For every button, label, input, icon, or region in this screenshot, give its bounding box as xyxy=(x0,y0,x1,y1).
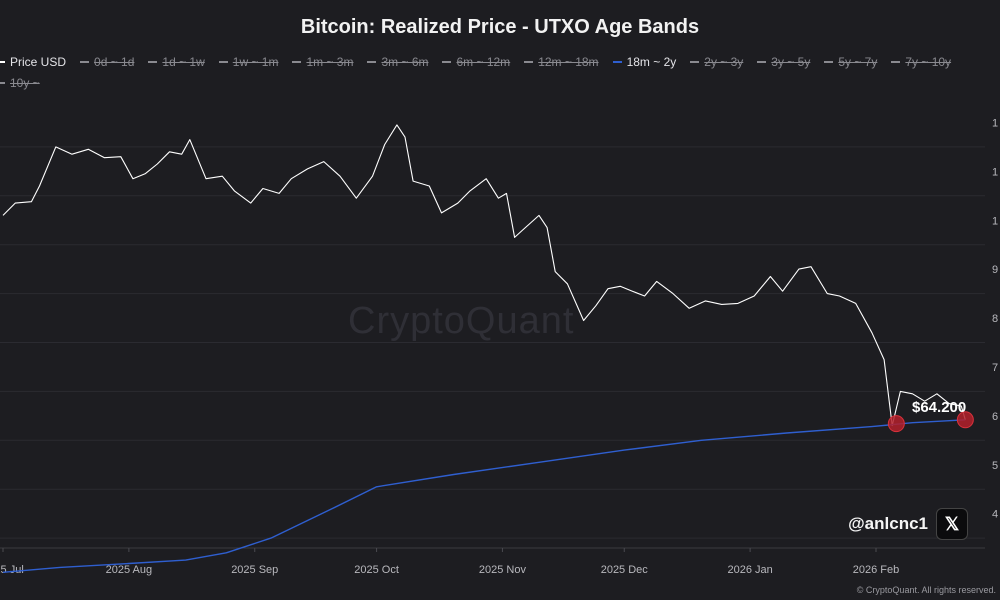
x-tick-label: 2026 Feb xyxy=(853,564,899,576)
legend-item[interactable]: 5y ~ 7y xyxy=(824,53,877,71)
legend-item[interactable]: 7y ~ 10y xyxy=(891,53,951,71)
legend-label: 1w ~ 1m xyxy=(232,55,279,69)
legend-item[interactable]: 6m ~ 12m xyxy=(442,53,510,71)
x-tick-label: 2025 Dec xyxy=(601,564,649,576)
chart-legend: Price USD 0d ~ 1d 1d ~ 1w 1w ~ 1m 1m ~ 3m 3m … xyxy=(0,50,1000,92)
y-tick-label: 1 xyxy=(992,166,998,178)
legend-item[interactable]: 3y ~ 5y xyxy=(757,53,810,71)
legend-item[interactable]: 3m ~ 6m xyxy=(367,53,428,71)
legend-swatch xyxy=(0,82,5,84)
x-tick-label: 2025 Aug xyxy=(106,564,153,576)
author-handle: @anlcnc1 xyxy=(848,514,928,533)
x-tick-label: 2025 Nov xyxy=(479,564,527,576)
legend-item[interactable]: 12m ~ 18m xyxy=(524,53,599,71)
legend-label: 5y ~ 7y xyxy=(838,55,878,69)
legend-label: 3y ~ 5y xyxy=(771,55,811,69)
y-tick-label: 5 xyxy=(992,460,998,472)
y-tick-label: 1 xyxy=(992,215,998,227)
x-tick-label: 2025 Jul xyxy=(0,564,24,576)
legend-swatch xyxy=(524,61,534,63)
legend-label: 1d ~ 1w xyxy=(162,55,205,69)
x-tick-label: 2025 Sep xyxy=(231,564,278,576)
legend-swatch xyxy=(367,61,377,63)
legend-item[interactable]: Price USD xyxy=(0,53,66,71)
legend-item[interactable]: 1m ~ 3m xyxy=(292,53,353,71)
highlight-marker xyxy=(887,415,905,433)
legend-swatch xyxy=(442,61,452,63)
legend-swatch xyxy=(612,61,622,63)
price-annotation: $64.200 xyxy=(912,399,967,416)
legend-swatch xyxy=(218,61,228,63)
legend-swatch xyxy=(292,61,302,63)
legend-item[interactable]: 2y ~ 3y xyxy=(690,53,743,71)
y-tick-label: 1 xyxy=(992,117,998,129)
legend-item[interactable]: 0d ~ 1d xyxy=(80,53,134,71)
y-tick-label: 8 xyxy=(992,313,998,325)
legend-swatch xyxy=(757,61,767,63)
copyright-notice: © CryptoQuant. All rights reserved. xyxy=(856,585,996,595)
y-tick-label: 4 xyxy=(992,509,998,521)
legend-item[interactable]: 10y ~ xyxy=(0,74,40,92)
y-tick-label: 7 xyxy=(992,362,998,374)
legend-label: 7y ~ 10y xyxy=(905,55,952,69)
legend-swatch xyxy=(824,61,834,63)
y-tick-label: 9 xyxy=(992,264,998,276)
legend-label: 2y ~ 3y xyxy=(704,55,744,69)
x-tick-label: 2025 Oct xyxy=(354,564,399,576)
price-usd-line xyxy=(2,124,966,427)
legend-label: 0d ~ 1d xyxy=(94,55,135,69)
watermark: CryptoQuant xyxy=(348,300,575,342)
legend-label: 3m ~ 6m xyxy=(381,55,429,69)
legend-swatch xyxy=(148,61,158,63)
legend-label: Price USD xyxy=(10,55,67,69)
legend-label: 1m ~ 3m xyxy=(306,55,354,69)
y-tick-label: 6 xyxy=(992,411,998,423)
legend-label: 10y ~ xyxy=(10,76,40,90)
legend-swatch xyxy=(891,61,901,63)
legend-label: 6m ~ 12m xyxy=(456,55,511,69)
legend-label: 12m ~ 18m xyxy=(538,55,599,69)
legend-swatch xyxy=(80,61,90,63)
realized-price-18m-2y-line xyxy=(2,419,966,573)
legend-item[interactable]: 18m ~ 2y xyxy=(612,53,677,71)
chart-title: Bitcoin: Realized Price - UTXO Age Bands xyxy=(300,16,700,38)
legend-item[interactable]: 1w ~ 1m xyxy=(218,53,279,71)
author-handle-box: @anlcnc1 𝕏 xyxy=(848,508,968,540)
legend-item[interactable]: 1d ~ 1w xyxy=(148,53,205,71)
x-logo-icon[interactable]: 𝕏 xyxy=(936,508,968,540)
legend-swatch xyxy=(0,61,5,63)
x-tick-label: 2026 Jan xyxy=(727,564,772,576)
legend-swatch xyxy=(690,61,700,63)
highlight-marker xyxy=(956,411,974,429)
legend-label: 18m ~ 2y xyxy=(626,55,677,69)
